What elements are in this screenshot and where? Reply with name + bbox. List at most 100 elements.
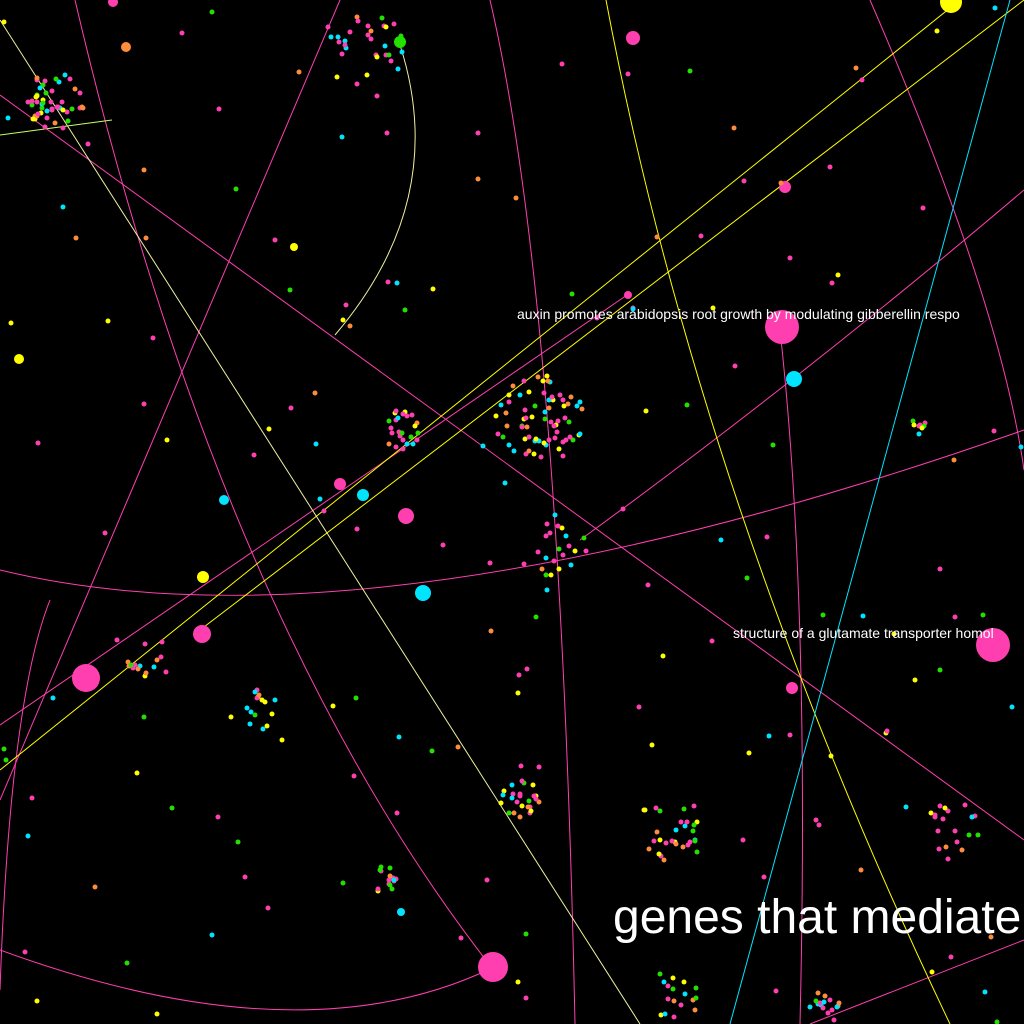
edge-arc: [199, 0, 1024, 631]
graph-node: [400, 411, 406, 417]
graph-node: [544, 587, 550, 593]
graph-node: [764, 534, 770, 540]
graph-node: [511, 810, 517, 816]
graph-node: [552, 512, 558, 518]
graph-node: [903, 804, 909, 810]
graph-node: [765, 310, 799, 344]
graph-node: [653, 805, 659, 811]
graph-node: [510, 791, 516, 797]
graph-node: [244, 705, 250, 711]
graph-node: [526, 798, 532, 804]
graph-node: [541, 390, 547, 396]
graph-node: [40, 100, 46, 106]
graph-node: [179, 30, 185, 36]
graph-node: [511, 448, 517, 454]
graph-node: [929, 969, 935, 975]
graph-node: [911, 422, 917, 428]
graph-node: [820, 612, 826, 618]
edge-arc: [809, 939, 1024, 1024]
graph-node: [552, 435, 558, 441]
graph-node: [657, 971, 663, 977]
graph-node: [3, 757, 9, 763]
graph-node: [59, 99, 65, 105]
graph-node: [506, 392, 512, 398]
graph-node: [546, 405, 552, 411]
graph-node: [692, 838, 698, 844]
graph-node: [544, 521, 550, 527]
graph-node: [408, 434, 414, 440]
graph-node: [710, 305, 716, 311]
graph-node: [393, 408, 399, 414]
graph-node: [766, 733, 772, 739]
graph-node: [544, 373, 550, 379]
graph-node: [388, 425, 394, 431]
graph-node: [673, 827, 679, 833]
graph-node: [821, 999, 827, 1005]
graph-node: [193, 625, 211, 643]
graph-node: [67, 76, 73, 82]
graph-node: [521, 378, 527, 384]
graph-node: [134, 770, 140, 776]
graph-node: [365, 32, 371, 38]
graph-node: [34, 93, 40, 99]
graph-node: [962, 802, 968, 808]
graph-node: [228, 714, 234, 720]
graph-node: [624, 291, 632, 299]
graph-node: [287, 287, 293, 293]
edge-arc: [0, 19, 641, 1024]
graph-node: [72, 664, 100, 692]
graph-node: [532, 403, 538, 409]
graph-node: [495, 431, 501, 437]
graph-node: [807, 1004, 813, 1010]
graph-node: [820, 1005, 826, 1011]
graph-node: [387, 865, 393, 871]
graph-node: [694, 849, 700, 855]
graph-node: [529, 414, 535, 420]
graph-node: [954, 839, 960, 845]
graph-node: [404, 413, 410, 419]
graph-node: [396, 734, 402, 740]
graph-node: [288, 405, 294, 411]
graph-node: [853, 65, 859, 71]
graph-node: [678, 1002, 684, 1008]
graph-node: [391, 21, 397, 27]
graph-node: [568, 394, 574, 400]
graph-node: [260, 726, 266, 732]
graph-node: [252, 689, 258, 695]
graph-node: [690, 828, 696, 834]
graph-node: [563, 437, 569, 443]
graph-node: [556, 566, 562, 572]
edge-arc: [0, 429, 1024, 596]
graph-node: [531, 451, 537, 457]
graph-node: [335, 34, 341, 40]
graph-node: [404, 441, 410, 447]
graph-node: [937, 566, 943, 572]
edge-arc: [0, 119, 113, 136]
graph-node: [498, 800, 504, 806]
graph-node: [163, 669, 169, 675]
graph-node: [242, 874, 248, 880]
graph-node: [503, 410, 509, 416]
graph-node: [761, 874, 767, 880]
graph-node: [517, 814, 523, 820]
graph-node: [533, 614, 539, 620]
graph-node: [822, 993, 828, 999]
graph-node: [515, 690, 521, 696]
graph-node: [671, 1014, 677, 1020]
graph-node: [256, 692, 262, 698]
graph-node: [517, 793, 523, 799]
graph-node: [154, 1011, 160, 1017]
graph-node: [378, 864, 384, 870]
graph-node: [966, 832, 972, 838]
graph-node: [5, 115, 11, 121]
graph-node: [354, 526, 360, 532]
graph-node: [22, 949, 28, 955]
graph-node: [279, 737, 285, 743]
graph-node: [44, 115, 50, 121]
graph-node: [920, 205, 926, 211]
graph-node: [787, 255, 793, 261]
graph-node: [247, 721, 253, 727]
graph-node: [385, 279, 391, 285]
graph-node: [528, 808, 534, 814]
